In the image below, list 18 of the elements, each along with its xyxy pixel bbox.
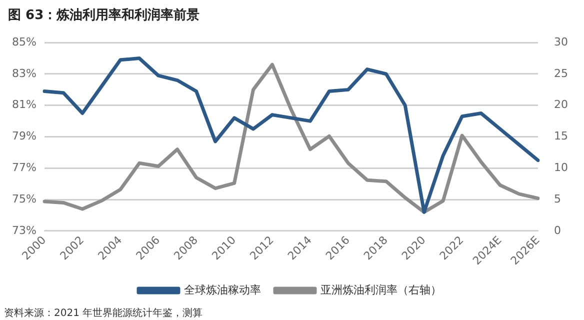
text: 资料来源：2021 年世界能源统计年鉴，测算 xyxy=(3,306,204,320)
legend-label: 全球炼油稼动率 xyxy=(184,283,261,296)
y2-tick-label: 25 xyxy=(554,66,568,80)
y2-tick-label: 0 xyxy=(554,224,562,237)
y2-tick-label: 30 xyxy=(554,35,568,48)
y-tick-label: 83% xyxy=(12,66,36,80)
y2-tick-label: 15 xyxy=(554,130,568,143)
y-tick-label: 81% xyxy=(12,98,36,112)
legend-label: 亚洲炼油利润率（右轴） xyxy=(320,283,442,296)
y2-tick-label: 20 xyxy=(554,98,568,112)
y-tick-label: 85% xyxy=(12,35,36,48)
y-tick-label: 73% xyxy=(12,224,36,237)
y2-tick-label: 10 xyxy=(554,161,568,174)
y-tick-label: 77% xyxy=(12,161,36,174)
y-tick-label: 79% xyxy=(12,130,36,143)
y-tick-label: 75% xyxy=(12,192,36,206)
y2-tick-label: 5 xyxy=(554,192,562,206)
chart-title: 图 63：炼油利用率和利润率前景 xyxy=(7,6,201,25)
